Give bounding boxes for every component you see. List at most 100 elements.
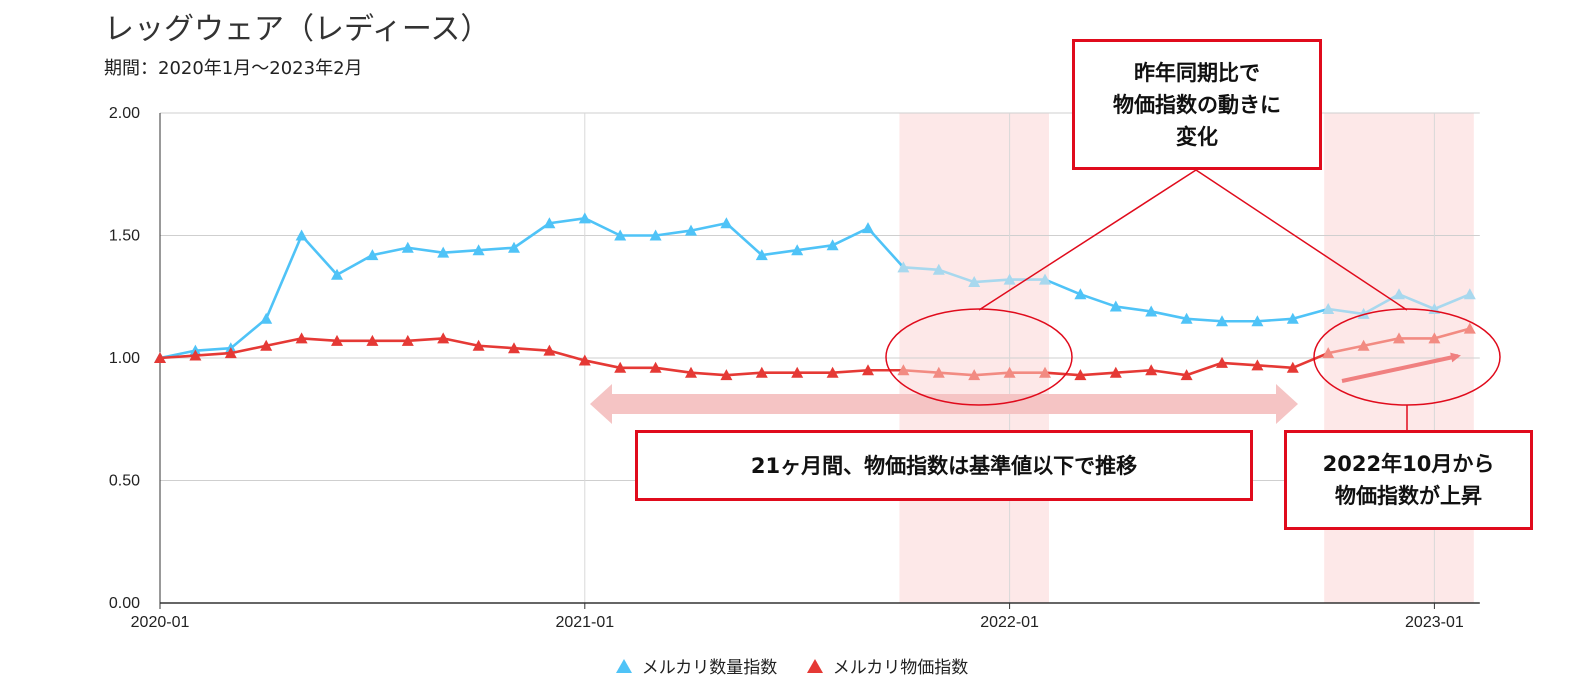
quantity-series-segment xyxy=(902,266,941,272)
price-series-point xyxy=(1357,339,1370,351)
quantity-series-segment xyxy=(1043,278,1082,296)
quantity-series-point xyxy=(862,222,874,234)
price-series-segment xyxy=(1079,371,1118,377)
quantity-series-segment xyxy=(477,246,516,252)
price-series-segment xyxy=(406,337,445,343)
price-series-point xyxy=(401,334,414,346)
quantity-series-point xyxy=(968,276,981,288)
price-series-segment xyxy=(264,337,303,348)
price-series-point xyxy=(578,354,591,366)
price-series-point xyxy=(1039,366,1051,378)
quantity-series-segment xyxy=(264,234,303,321)
legend-item-price: メルカリ物価指数 xyxy=(806,653,969,678)
price-series-point xyxy=(685,366,697,378)
quantity-series-point xyxy=(1003,273,1016,285)
price-series-point xyxy=(543,344,556,356)
quantity-series-point xyxy=(295,229,308,241)
quantity-series-point xyxy=(1145,305,1158,317)
price-series-segment xyxy=(583,359,622,370)
quantity-series-segment xyxy=(1326,307,1365,316)
y-tick-label: 0.50 xyxy=(109,473,140,490)
rise-callout: 2022年10月から 物価指数が上昇 xyxy=(1284,430,1533,530)
price-series-point xyxy=(1180,369,1193,381)
quantity-series-segment xyxy=(1185,317,1224,323)
quantity-series-segment xyxy=(760,248,799,257)
yoy-leader-right xyxy=(1195,169,1408,311)
quantity-series-point xyxy=(614,229,627,241)
legend-price-marker-icon xyxy=(806,658,823,673)
quantity-series-segment xyxy=(335,253,374,277)
price-series-segment xyxy=(937,371,976,377)
quantity-series-point xyxy=(685,224,697,236)
yoy-line-1: 昨年同期比で xyxy=(1134,60,1260,85)
quantity-series-segment xyxy=(1149,310,1188,321)
price-series-point xyxy=(331,334,343,346)
price-series-point xyxy=(472,339,485,351)
yoy-line-2: 物価指数の動きに xyxy=(1113,92,1281,117)
legend-price-label: メルカリ物価指数 xyxy=(832,658,969,678)
price-series-segment xyxy=(902,368,941,375)
price-series-point xyxy=(791,366,804,378)
price-series-segment xyxy=(1185,361,1224,377)
legend-item-quantity: メルカリ数量指数 xyxy=(615,653,778,678)
quantity-series-point xyxy=(1216,315,1228,327)
quantity-series-segment xyxy=(1079,292,1118,308)
quantity-series-point xyxy=(1109,300,1122,312)
quantity-series-point xyxy=(1251,315,1264,327)
chart-title: レッグウェア（レディース） xyxy=(104,12,491,47)
quantity-series-point xyxy=(472,244,485,256)
price-series-point xyxy=(1109,366,1122,378)
price-series-point xyxy=(1251,359,1264,371)
chart-subtitle: 期間：2020年1月〜2023年2月 xyxy=(104,58,363,79)
quantity-series-segment xyxy=(300,234,339,277)
quantity-series-point xyxy=(755,249,768,261)
quantity-series-point xyxy=(649,229,662,241)
quantity-series-point xyxy=(1180,312,1193,324)
price-series-segment xyxy=(229,344,268,355)
quantity-series-point xyxy=(1463,288,1476,300)
price-series-segment xyxy=(1114,368,1153,375)
price-series-segment xyxy=(1362,337,1401,348)
price-series-point xyxy=(1463,322,1476,334)
quantity-series-segment xyxy=(441,248,480,254)
yoy-line-3: 変化 xyxy=(1176,124,1218,149)
price-series-point xyxy=(826,366,839,378)
quantity-series-point xyxy=(932,263,945,275)
price-series-point xyxy=(755,366,768,378)
quantity-series-point xyxy=(1286,312,1299,324)
price-series-segment xyxy=(1149,368,1188,377)
quantity-series-segment xyxy=(1256,317,1295,323)
quantity-series-segment xyxy=(1433,292,1472,311)
chart-legend: メルカリ数量指数 メルカリ物価指数 xyxy=(0,653,1584,678)
quantity-series-segment xyxy=(795,244,834,252)
x-tick-label: 2022-01 xyxy=(980,614,1039,631)
rise-line-2: 物価指数が上昇 xyxy=(1334,484,1482,508)
quantity-series-segment xyxy=(937,268,976,284)
quantity-series-point xyxy=(1074,288,1087,300)
price-series-segment xyxy=(1326,344,1365,355)
price-series-point xyxy=(1428,332,1441,344)
range-callout: 21ヶ月間、物価指数は基準値以下で推移 xyxy=(635,430,1253,501)
quantity-series-segment xyxy=(1362,292,1401,316)
price-series-segment xyxy=(158,354,197,360)
price-series-segment xyxy=(300,337,339,343)
quantity-series-point xyxy=(331,268,343,280)
quantity-series-segment xyxy=(725,221,764,257)
quantity-series-segment xyxy=(1291,307,1330,321)
quantity-series-point xyxy=(1357,307,1370,319)
quantity-series-segment xyxy=(972,278,1011,284)
range-callout-text: 21ヶ月間、物価指数は基準値以下で推移 xyxy=(750,453,1138,478)
yoy-change-callout: 昨年同期比で 物価指数の動きに 変化 xyxy=(1072,39,1322,170)
quantity-series-segment xyxy=(512,221,551,250)
y-tick-label: 1.00 xyxy=(109,350,140,367)
range-double-arrow xyxy=(590,384,1298,424)
price-series-point xyxy=(1216,356,1228,368)
quantity-series-segment xyxy=(406,246,445,254)
legend-quantity-label: メルカリ数量指数 xyxy=(641,658,778,678)
price-series-segment xyxy=(194,351,233,357)
quantity-series-point xyxy=(366,249,379,261)
quantity-series-segment xyxy=(654,229,693,237)
quantity-series-point xyxy=(508,241,520,253)
quantity-series-segment xyxy=(583,217,622,237)
